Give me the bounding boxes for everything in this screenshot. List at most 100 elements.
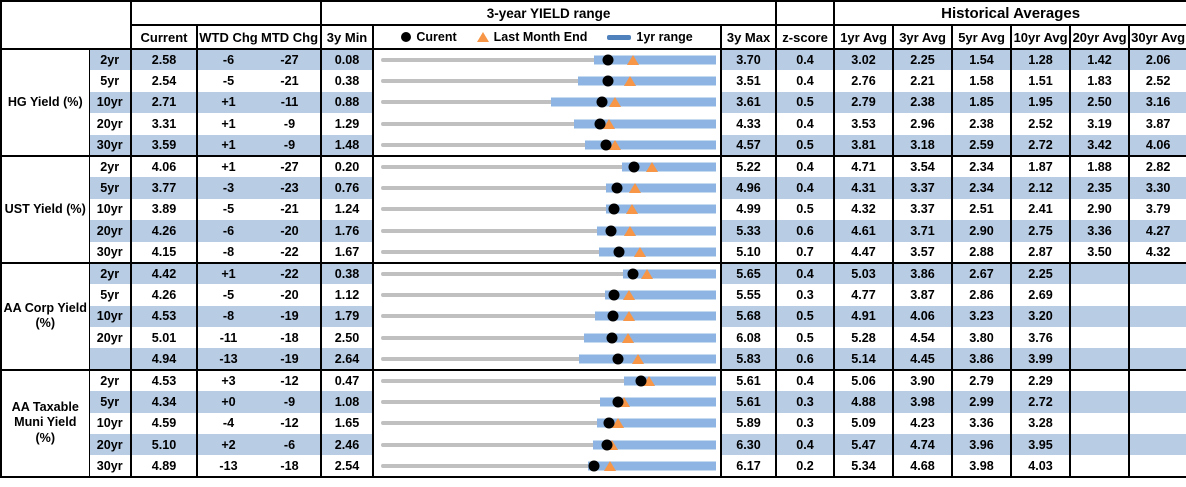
group-label-aa-taxable-muni-yield: AA Taxable Muni Yield (%): [1, 369, 90, 477]
cell-wtd-chg: -5: [197, 70, 259, 92]
legend-item-current: Curent: [401, 30, 457, 44]
cell-current: 3.59: [131, 134, 198, 156]
last-month-end-triangle-icon: [476, 32, 489, 42]
table-row: HG Yield (%) 2yr 2.58 -6 -27 0.08 3.70 0.4 3.02 2…: [1, 49, 1186, 156]
cell-tenor: 5yr: [89, 177, 132, 199]
cell-avg-10yr-avg: 4.03: [1011, 455, 1072, 477]
col-header-3yr-avg: 3yr Avg: [892, 24, 954, 50]
cell-avg-5yr-avg: 1.54: [952, 49, 1013, 71]
1yr-range-bar: [577, 76, 717, 86]
cell-tenor: 2yr: [89, 155, 132, 178]
cell-avg-3yr-avg: 4.74: [893, 434, 954, 456]
cell-wtd-chg: -5: [197, 284, 259, 306]
range-plot: [381, 70, 717, 91]
cell-avg-1yr-avg: 4.31: [834, 177, 895, 199]
cell-wtd-chg: +1: [197, 134, 259, 156]
cell-mtd-chg: -12: [259, 412, 323, 435]
section-aa-corp-yield: AA Corp Yield (%) 2yr 4.42 +1 -22 0.38 5.65 0.4 5…: [1, 262, 1186, 370]
cell-avg-30yr-avg: [1129, 305, 1186, 328]
1yr-range-bar: [550, 97, 717, 107]
range-chart-cell: [373, 262, 723, 285]
cell-current: 4.59: [131, 412, 198, 435]
cell-tenor: 2yr: [89, 369, 132, 392]
cell-current: 2.54: [131, 70, 198, 92]
current-marker: [628, 161, 640, 173]
cell-current: 4.34: [131, 391, 198, 413]
cell-wtd-chg: -5: [197, 198, 259, 221]
1yr-range-bar: [622, 269, 717, 279]
cell-3y-min: 0.88: [321, 91, 375, 114]
cell-3y-min: 0.08: [321, 49, 375, 71]
range-plot: [381, 327, 717, 348]
1yr-range-bar: [624, 376, 717, 386]
cell-avg-1yr-avg: 2.79: [834, 91, 895, 114]
cell-avg-1yr-avg: 4.47: [834, 241, 895, 263]
range-chart-cell: [373, 284, 723, 306]
cell-wtd-chg: -13: [197, 455, 259, 477]
cell-tenor: 5yr: [89, 70, 132, 92]
col-header-1yr-avg: 1yr Avg: [833, 24, 895, 50]
cell-3y-max: 3.61: [721, 91, 778, 114]
col-header-3y-max: 3y Max: [720, 24, 778, 50]
cell-3y-max: 5.61: [721, 391, 778, 413]
cell-zscore: 0.7: [776, 241, 836, 263]
last-month-end-marker: [624, 76, 637, 87]
cell-avg-20yr-avg: [1070, 262, 1131, 285]
cell-wtd-chg: +0: [197, 391, 259, 413]
group-label-line: (%): [35, 316, 56, 331]
cell-mtd-chg: -12: [259, 369, 323, 392]
cell-avg-5yr-avg: 2.79: [952, 369, 1013, 392]
cell-avg-1yr-avg: 4.88: [834, 391, 895, 413]
col-header-30yr-avg: 30yr Avg: [1128, 24, 1186, 50]
current-marker: [607, 310, 619, 322]
section-hg-yield: HG Yield (%) 2yr 2.58 -6 -27 0.08 3.70 0.4 3.02 2…: [1, 49, 1186, 156]
1yr-range-bar: [604, 290, 717, 300]
cell-3y-max: 6.17: [721, 455, 778, 477]
cell-avg-1yr-avg: 4.77: [834, 284, 895, 306]
cell-avg-30yr-avg: [1129, 455, 1186, 477]
range-plot: [381, 92, 717, 113]
cell-current: 4.89: [131, 455, 198, 477]
cell-zscore: 0.6: [776, 348, 836, 370]
cell-avg-30yr-avg: [1129, 327, 1186, 349]
last-month-end-marker: [618, 396, 631, 407]
cell-avg-30yr-avg: 3.16: [1129, 91, 1186, 114]
1yr-range-bar: [593, 55, 717, 65]
1yr-range-bar: [592, 440, 717, 450]
current-dot-icon: [401, 32, 412, 42]
group-label-line: AA Corp Yield: [3, 300, 87, 315]
cell-avg-30yr-avg: [1129, 369, 1186, 392]
3y-range-track: [381, 421, 711, 426]
cell-avg-10yr-avg: 2.41: [1011, 198, 1072, 221]
cell-zscore: 0.4: [776, 262, 836, 285]
cell-3y-min: 2.50: [321, 327, 375, 349]
cell-3y-min: 0.76: [321, 177, 375, 199]
range-chart-cell: [373, 348, 723, 370]
cell-3y-max: 5.33: [721, 220, 778, 242]
cell-avg-10yr-avg: 2.69: [1011, 284, 1072, 306]
cell-zscore: 0.4: [776, 177, 836, 199]
cell-current: 2.58: [131, 49, 198, 71]
range-chart-cell: [373, 113, 723, 135]
table-row: 10yr 4.59 -4 -12 1.65 5.89 0.3 5.09 4.23 3.36 3.28: [1, 412, 1186, 435]
last-month-end-marker: [609, 139, 622, 150]
cell-avg-10yr-avg: 2.87: [1011, 241, 1072, 263]
col-header-wtd-chg: WTD Chg: [199, 29, 258, 45]
current-marker: [602, 75, 614, 87]
cell-current: 4.26: [131, 220, 198, 242]
cell-mtd-chg: -9: [259, 134, 323, 156]
cell-zscore: 0.4: [776, 155, 836, 178]
last-month-end-marker: [603, 118, 616, 129]
cell-mtd-chg: -18: [259, 455, 323, 477]
cell-avg-5yr-avg: 3.80: [952, 327, 1013, 349]
range-plot: [381, 135, 717, 155]
last-month-end-marker: [626, 55, 639, 66]
range-plot: [381, 199, 717, 220]
cell-avg-30yr-avg: [1129, 348, 1186, 370]
cell-zscore: 0.3: [776, 284, 836, 306]
cell-tenor: 20yr: [89, 220, 132, 242]
table-row: 5yr 4.34 +0 -9 1.08 5.61 0.3 4.88 3.98 2.99 2.72: [1, 391, 1186, 413]
current-marker: [603, 417, 615, 429]
